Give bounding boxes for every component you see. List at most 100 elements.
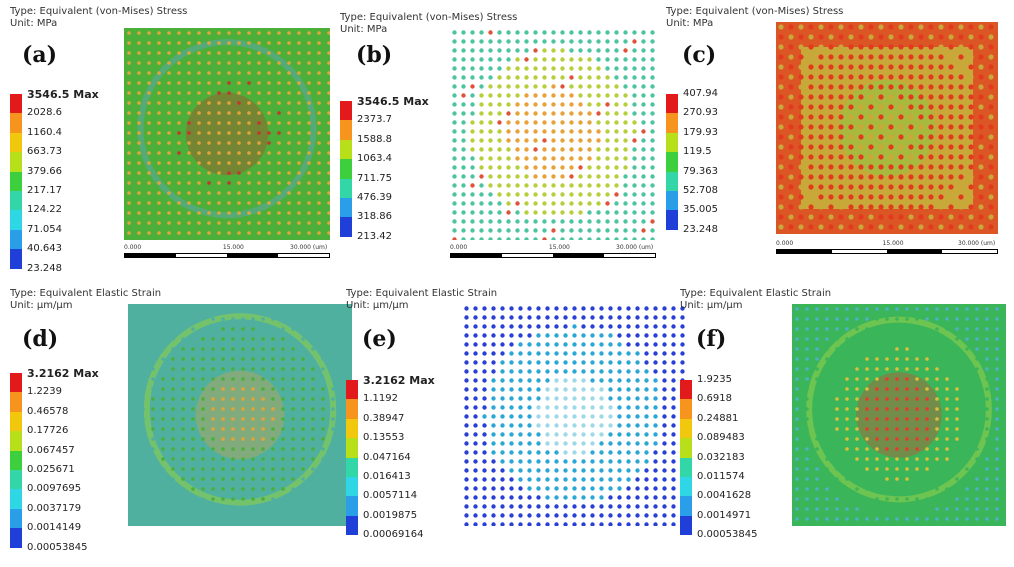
lattice-node: [267, 191, 271, 195]
lattice-node: [533, 111, 538, 116]
lattice-node: [452, 192, 457, 197]
lattice-node: [137, 101, 141, 105]
legend-entry: 270.93: [666, 107, 756, 133]
lattice-node: [653, 315, 658, 320]
legend-entry: 1.1192: [346, 393, 436, 419]
lattice-node: [341, 397, 345, 401]
lattice-node: [488, 174, 493, 179]
lattice-node: [171, 327, 175, 331]
lattice-node: [137, 91, 141, 95]
lattice-node: [518, 387, 523, 392]
lattice-node: [995, 367, 999, 371]
lattice-node: [935, 467, 939, 471]
lattice-node: [171, 437, 175, 441]
lattice-node: [500, 351, 505, 356]
lattice-node: [569, 30, 574, 35]
lattice-node: [855, 327, 859, 331]
lattice-node: [948, 194, 954, 200]
lattice-node: [895, 497, 899, 501]
lattice-node: [835, 517, 839, 521]
lattice-node: [527, 486, 532, 491]
lattice-node: [227, 201, 231, 205]
lattice-node: [491, 324, 496, 329]
lattice-node: [518, 459, 523, 464]
lattice-node: [815, 427, 819, 431]
lattice-node: [875, 387, 879, 391]
lattice-node: [297, 121, 301, 125]
lattice-node: [587, 192, 592, 197]
lattice-node: [482, 369, 487, 374]
legend-entry: 0.00053845: [10, 542, 100, 567]
lattice-node: [509, 360, 514, 365]
lattice-node: [157, 41, 161, 45]
lattice-node: [632, 165, 637, 170]
lattice-node: [551, 111, 556, 116]
lattice-node: [542, 111, 547, 116]
lattice-node: [251, 377, 255, 381]
lattice-node: [995, 397, 999, 401]
lattice-node: [167, 31, 171, 35]
lattice-node: [191, 487, 195, 491]
legend-swatch: [10, 113, 22, 133]
lattice-node: [795, 377, 799, 381]
lattice-node: [875, 457, 879, 461]
lattice-node: [181, 497, 185, 501]
lattice-node: [157, 31, 161, 35]
lattice-node: [623, 75, 628, 80]
lattice-node: [868, 54, 874, 60]
lattice-node: [653, 486, 658, 491]
lattice-node: [905, 317, 909, 321]
lattice-node: [191, 467, 195, 471]
lattice-node: [965, 387, 969, 391]
lattice-node: [533, 183, 538, 188]
lattice-node: [479, 39, 484, 44]
lattice-node: [798, 154, 804, 160]
lattice-node: [141, 397, 145, 401]
lattice-node: [551, 66, 556, 71]
lattice-node: [470, 48, 475, 53]
lattice-node: [307, 31, 311, 35]
lattice-node: [825, 307, 829, 311]
lattice-node: [635, 405, 640, 410]
lattice-node: [321, 457, 325, 461]
lattice-node: [808, 204, 814, 210]
lattice-node: [938, 104, 944, 110]
lattice-node: [905, 517, 909, 521]
lattice-node: [187, 71, 191, 75]
lattice-node: [805, 387, 809, 391]
lattice-node: [590, 333, 595, 338]
lattice-node: [958, 174, 964, 180]
lattice-node: [626, 351, 631, 356]
lattice-node: [908, 114, 914, 120]
lattice-node: [855, 427, 859, 431]
lattice-node: [590, 522, 595, 526]
lattice-node: [617, 495, 622, 500]
lattice-node: [536, 504, 541, 509]
lattice-node: [301, 477, 305, 481]
lattice-node: [590, 342, 595, 347]
lattice-node: [825, 387, 829, 391]
lattice-node: [207, 131, 211, 135]
legend-swatch: [666, 210, 678, 230]
lattice-node: [995, 467, 999, 471]
lattice-node: [835, 457, 839, 461]
lattice-node: [795, 317, 799, 321]
lattice-node: [211, 457, 215, 461]
lattice-node: [207, 81, 211, 85]
lattice-node: [955, 347, 959, 351]
lattice-node: [141, 487, 145, 491]
lattice-node: [177, 131, 181, 135]
lattice-node: [479, 183, 484, 188]
legend-entry: 213.42: [340, 231, 430, 256]
lattice-node: [617, 414, 622, 419]
lattice-node: [605, 30, 610, 35]
lattice-node: [137, 201, 141, 205]
lattice-node: [805, 417, 809, 421]
lattice-node: [506, 147, 511, 152]
lattice-node: [536, 351, 541, 356]
legend-swatch: [680, 496, 692, 516]
lattice-node: [297, 161, 301, 165]
lattice-node: [461, 102, 466, 107]
lattice-node: [671, 369, 676, 374]
lattice-node: [988, 44, 994, 50]
